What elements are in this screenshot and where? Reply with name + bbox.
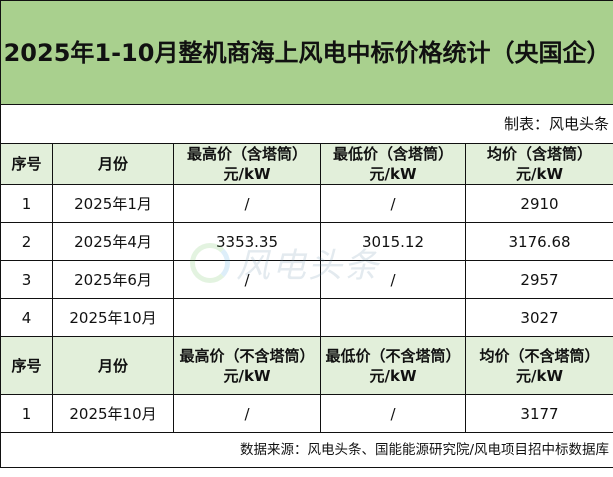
cell: 2025年10月 (52, 394, 174, 433)
cell: / (173, 260, 321, 299)
cell: 2025年4月 (52, 222, 174, 261)
header-cell: 序号 (0, 143, 53, 185)
cell: 2025年6月 (52, 260, 174, 299)
table-row: 1 2025年1月 / / 2910 (0, 184, 613, 223)
cell: 3027 (464, 298, 613, 337)
header-cell: 序号 (0, 336, 53, 395)
table-row: 4 2025年10月 3027 (0, 298, 613, 337)
table-maker: 制表：风电头条 (0, 104, 613, 144)
cell: 2025年1月 (52, 184, 174, 223)
table-row: 2 2025年4月 3353.35 3015.12 3176.68 (0, 222, 613, 261)
cell (173, 298, 321, 337)
cell: 3176.68 (464, 222, 613, 261)
cell: / (320, 260, 466, 299)
cell: 1 (0, 394, 53, 433)
table-row: 1 2025年10月 / / 3177 (0, 394, 613, 433)
cell: 3 (0, 260, 53, 299)
header-row: 序号 月份 最高价（含塔筒）元/kW 最低价（含塔筒）元/kW 均价（含塔筒）元… (0, 143, 613, 185)
header-cell: 最高价（不含塔筒）元/kW (173, 336, 321, 395)
cell: / (173, 184, 321, 223)
table-title: 2025年1-10月整机商海上风电中标价格统计（央国企） (0, 0, 613, 105)
header-cell: 最高价（含塔筒）元/kW (173, 143, 321, 185)
cell: 2 (0, 222, 53, 261)
cell: 3015.12 (320, 222, 466, 261)
cell: / (320, 394, 466, 433)
cell: 2957 (464, 260, 613, 299)
header-cell: 最低价（含塔筒）元/kW (320, 143, 466, 185)
cell: 2025年10月 (52, 298, 174, 337)
cell: / (320, 184, 466, 223)
cell (320, 298, 466, 337)
header-row: 序号 月份 最高价（不含塔筒）元/kW 最低价（不含塔筒）元/kW 均价（不含塔… (0, 336, 613, 395)
cell: 2910 (464, 184, 613, 223)
header-cell: 月份 (52, 336, 174, 395)
data-source: 数据来源：风电头条、国能能源研究院/风电项目招中标数据库 (0, 432, 613, 468)
cell: 3177 (464, 394, 613, 433)
table-row: 3 2025年6月 / / 2957 (0, 260, 613, 299)
cell: 4 (0, 298, 53, 337)
header-cell: 均价（含塔筒）元/kW (464, 143, 613, 185)
header-cell: 最低价（不含塔筒）元/kW (320, 336, 466, 395)
header-cell: 月份 (52, 143, 174, 185)
cell: 3353.35 (173, 222, 321, 261)
header-cell: 均价（不含塔筒）元/kW (464, 336, 613, 395)
cell: 1 (0, 184, 53, 223)
cell: / (173, 394, 321, 433)
